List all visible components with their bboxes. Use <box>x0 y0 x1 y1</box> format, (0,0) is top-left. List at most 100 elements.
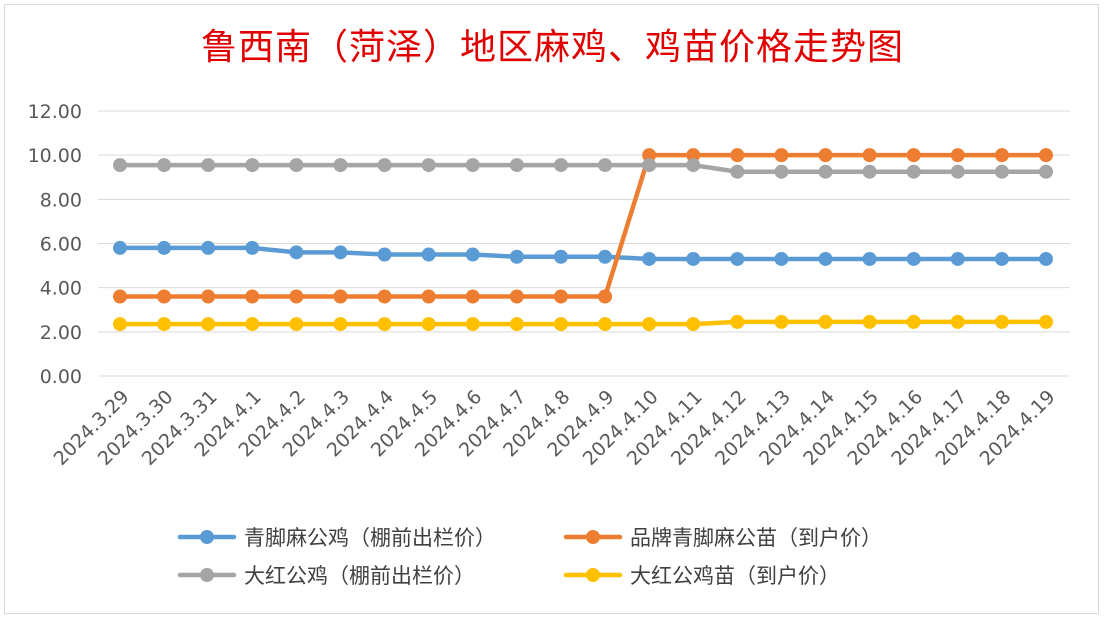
data-point <box>950 148 965 163</box>
data-point <box>598 317 613 332</box>
x-axis-ticks: 2024.3.292024.3.302024.3.312024.4.12024.… <box>50 386 1060 470</box>
data-point <box>377 289 392 304</box>
data-point <box>421 158 436 173</box>
data-point <box>686 148 701 163</box>
data-point <box>774 314 789 329</box>
data-point <box>950 314 965 329</box>
data-point <box>1039 251 1053 266</box>
data-point <box>157 158 172 173</box>
chart-title: 鲁西南（菏泽）地区麻鸡、鸡苗价格走势图 <box>200 27 904 68</box>
legend-item-0: 青脚麻公鸡（棚前出栏价） <box>177 526 496 550</box>
data-point <box>730 148 745 163</box>
legend-swatch-marker <box>200 568 214 582</box>
data-point <box>289 289 304 304</box>
data-point <box>862 251 877 266</box>
data-point <box>598 158 613 173</box>
data-point <box>994 251 1009 266</box>
data-point <box>201 317 216 332</box>
series-0 <box>113 240 1053 266</box>
data-point <box>642 158 657 173</box>
data-point <box>994 148 1009 163</box>
data-point <box>950 251 965 266</box>
gridlines <box>98 110 1070 377</box>
data-point <box>289 158 304 173</box>
data-point <box>465 247 480 262</box>
legend-label: 青脚麻公鸡（棚前出栏价） <box>244 526 496 550</box>
data-point <box>377 247 392 262</box>
series-3 <box>113 314 1053 332</box>
legend-item-2: 大红公鸡（棚前出栏价） <box>177 564 475 588</box>
y-tick-label: 8.00 <box>40 189 82 211</box>
data-point <box>377 158 392 173</box>
data-point <box>113 158 127 173</box>
data-point <box>509 249 524 264</box>
series-line <box>117 152 1049 299</box>
data-point <box>553 249 568 264</box>
data-point <box>994 164 1009 179</box>
legend-label: 大红公鸡苗（到户价） <box>630 564 840 588</box>
data-point <box>906 164 921 179</box>
data-point <box>245 158 260 173</box>
y-tick-label: 0.00 <box>40 366 82 388</box>
data-point <box>994 314 1009 329</box>
data-point <box>553 289 568 304</box>
data-point <box>157 240 172 255</box>
data-point <box>598 249 613 264</box>
data-point <box>642 148 657 163</box>
data-point <box>774 164 789 179</box>
data-point <box>906 148 921 163</box>
data-point <box>333 289 348 304</box>
data-point <box>465 317 480 332</box>
series-2 <box>113 158 1053 179</box>
data-point <box>730 314 745 329</box>
data-point <box>774 148 789 163</box>
y-tick-label: 10.00 <box>28 145 82 167</box>
series-line <box>117 245 1049 262</box>
data-point <box>113 289 127 304</box>
data-point <box>113 240 127 255</box>
data-point <box>509 289 524 304</box>
data-point <box>906 251 921 266</box>
legend-swatch-marker <box>586 530 600 544</box>
data-point <box>377 317 392 332</box>
data-point <box>818 251 833 266</box>
data-point <box>289 317 304 332</box>
data-point <box>1039 314 1053 329</box>
data-point <box>862 148 877 163</box>
data-point <box>730 164 745 179</box>
series-1 <box>113 148 1053 304</box>
data-point <box>421 247 436 262</box>
series-layer <box>113 148 1053 332</box>
data-point <box>950 164 965 179</box>
data-point <box>245 317 260 332</box>
data-point <box>333 317 348 332</box>
y-axis-ticks: 0.00 2.00 4.00 6.00 8.00 10.00 12.00 <box>28 101 82 388</box>
data-point <box>421 289 436 304</box>
y-tick-label: 4.00 <box>40 278 82 300</box>
data-point <box>818 314 833 329</box>
series-line <box>117 319 1049 327</box>
legend: 青脚麻公鸡（棚前出栏价） 品牌青脚麻公苗（到户价） 大红公鸡（棚前出栏价） 大红公鸡苗… <box>177 526 882 588</box>
y-tick-label: 6.00 <box>40 234 82 256</box>
data-point <box>906 314 921 329</box>
data-point <box>157 289 172 304</box>
y-tick-label: 2.00 <box>40 322 82 344</box>
data-point <box>642 317 657 332</box>
legend-swatch-marker <box>586 568 600 582</box>
legend-swatch-marker <box>200 530 214 544</box>
data-point <box>245 240 260 255</box>
data-point <box>333 245 348 260</box>
data-point <box>862 314 877 329</box>
y-tick-label: 12.00 <box>28 101 82 123</box>
data-point <box>686 317 701 332</box>
data-point <box>686 158 701 173</box>
legend-label: 大红公鸡（棚前出栏价） <box>244 564 475 588</box>
data-point <box>465 289 480 304</box>
data-point <box>553 317 568 332</box>
data-point <box>333 158 348 173</box>
data-point <box>509 317 524 332</box>
data-point <box>421 317 436 332</box>
data-point <box>642 251 657 266</box>
chart-frame <box>4 4 1099 614</box>
